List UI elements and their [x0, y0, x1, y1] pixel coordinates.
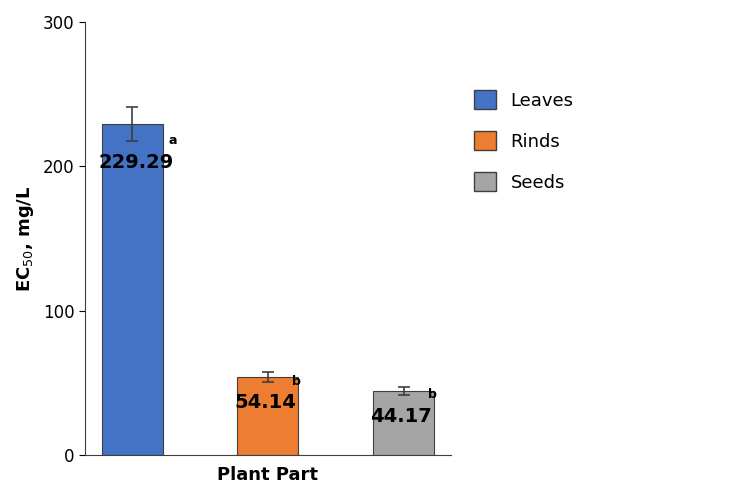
X-axis label: Plant Part: Plant Part	[217, 466, 319, 484]
Text: b: b	[428, 388, 437, 401]
Text: 54.14: 54.14	[235, 393, 296, 412]
Text: 229.29: 229.29	[99, 153, 174, 172]
Text: a: a	[168, 134, 176, 147]
Bar	[373, 391, 434, 455]
Y-axis label: EC$_{50}$, mg/L: EC$_{50}$, mg/L	[15, 185, 36, 292]
Text: 44.17: 44.17	[370, 407, 432, 426]
Bar	[101, 124, 163, 455]
Bar	[237, 377, 298, 455]
Legend: Leaves, Rinds, Seeds: Leaves, Rinds, Seeds	[467, 83, 580, 199]
Text: b: b	[292, 375, 302, 388]
